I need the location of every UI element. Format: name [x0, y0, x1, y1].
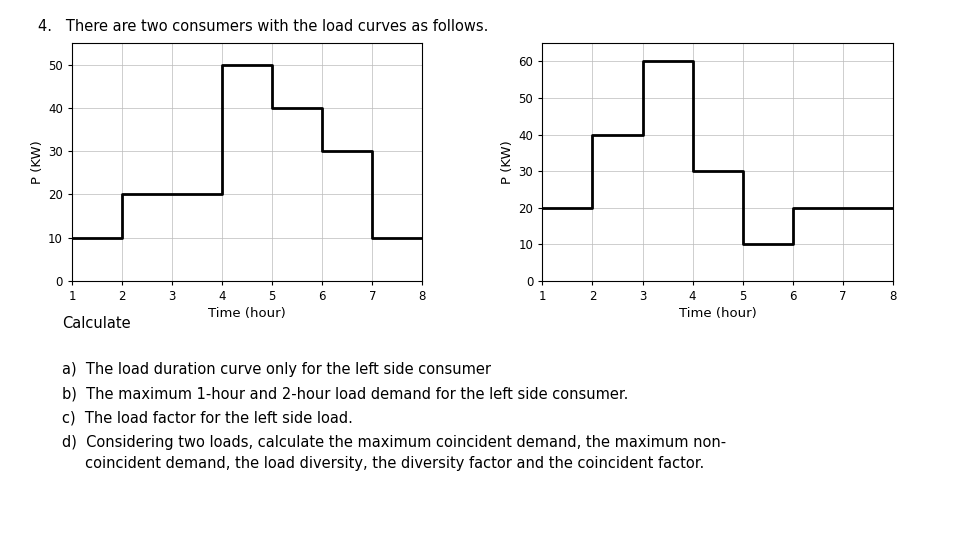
- Text: Calculate: Calculate: [62, 316, 131, 331]
- X-axis label: Time (hour): Time (hour): [208, 307, 286, 320]
- Y-axis label: P (KW): P (KW): [501, 140, 515, 184]
- Text: a)  The load duration curve only for the left side consumer: a) The load duration curve only for the …: [62, 362, 492, 377]
- Text: c)  The load factor for the left side load.: c) The load factor for the left side loa…: [62, 410, 353, 426]
- Text: d)  Considering two loads, calculate the maximum coincident demand, the maximum : d) Considering two loads, calculate the …: [62, 435, 727, 450]
- X-axis label: Time (hour): Time (hour): [679, 307, 756, 320]
- Text: coincident demand, the load diversity, the diversity factor and the coincident f: coincident demand, the load diversity, t…: [62, 456, 705, 471]
- Text: 4.   There are two consumers with the load curves as follows.: 4. There are two consumers with the load…: [38, 19, 489, 34]
- Y-axis label: P (KW): P (KW): [31, 140, 44, 184]
- Text: b)  The maximum 1-hour and 2-hour load demand for the left side consumer.: b) The maximum 1-hour and 2-hour load de…: [62, 386, 629, 401]
